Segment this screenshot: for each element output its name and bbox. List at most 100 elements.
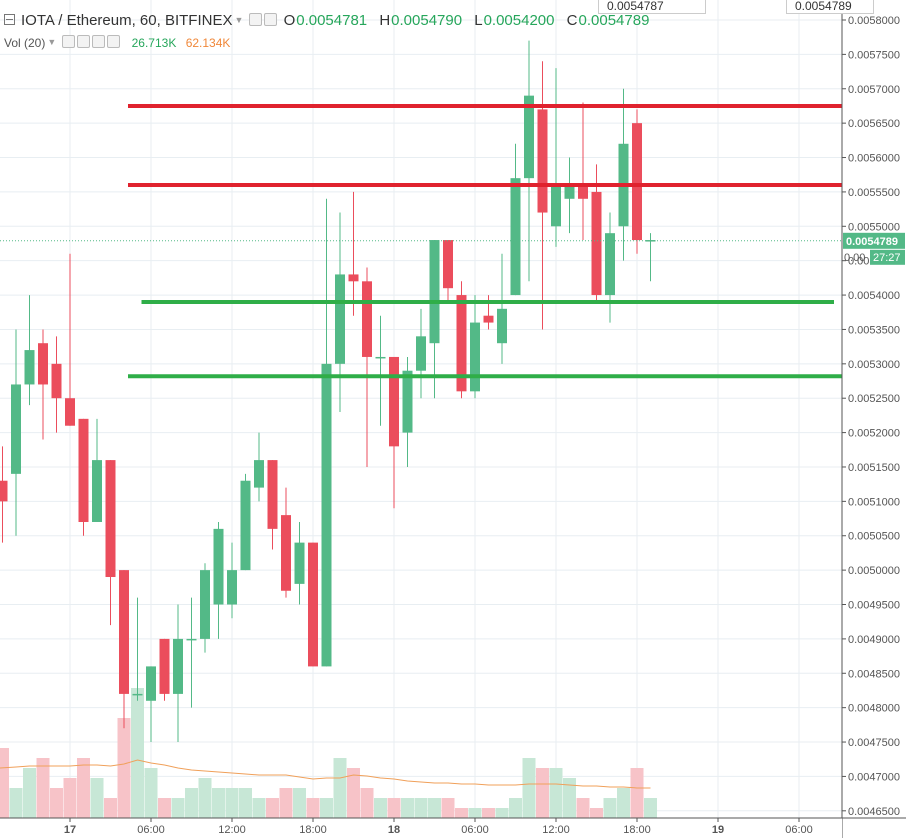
candle-up xyxy=(618,88,629,261)
candle-down xyxy=(456,281,467,399)
chevron-down-icon[interactable]: ▼ xyxy=(47,37,57,47)
candle-body xyxy=(294,542,305,584)
volume-bar xyxy=(509,798,522,818)
candle-body xyxy=(362,281,372,357)
candle-body xyxy=(537,109,548,213)
collapse-icon[interactable] xyxy=(4,14,15,25)
symbol-title[interactable]: IOTA / Ethereum, 60, BITFINEX xyxy=(21,12,233,29)
candle-up xyxy=(470,295,480,399)
volume-bar xyxy=(333,758,347,818)
candle-body xyxy=(65,398,75,426)
candle-body xyxy=(11,384,21,474)
candle-up xyxy=(335,212,345,412)
candle-body xyxy=(524,95,534,179)
price-tick-label: 0.0048000 xyxy=(848,703,900,715)
candle-body xyxy=(78,418,89,522)
volume-value: 26.713K xyxy=(131,36,177,50)
candle-up xyxy=(200,563,210,653)
price-tick-label: 0.0050000 xyxy=(848,565,900,577)
volume-bar xyxy=(347,768,360,818)
candle-up xyxy=(227,542,237,619)
candle-body xyxy=(389,356,399,447)
candle-down xyxy=(281,487,291,598)
price-tick-label: 0.0051500 xyxy=(848,462,900,474)
candle-body xyxy=(281,515,291,591)
price-axis[interactable]: 0.0058000 0.0057500 0.0057000 0.0056500 0.00… xyxy=(841,0,906,838)
candle-down xyxy=(389,356,399,509)
candle-up xyxy=(551,68,561,247)
volume-bar xyxy=(617,788,630,818)
candle-up xyxy=(321,198,332,667)
volume-bar xyxy=(104,798,117,818)
ohlc-close-label: C xyxy=(566,12,578,29)
candle-body xyxy=(267,460,278,529)
volume-legend: Vol (20) ▼ 26.713K 62.134K xyxy=(4,35,230,50)
price-tick-label: 0.0047000 xyxy=(848,771,900,783)
ohlc-low-label: L xyxy=(474,12,483,29)
volume-ma-value: 62.134K xyxy=(185,36,231,50)
candle-down xyxy=(308,542,318,667)
candle-body xyxy=(0,480,8,502)
candle-down xyxy=(119,570,129,729)
volume-bar xyxy=(77,758,90,818)
price-candles xyxy=(0,40,842,743)
candle-body xyxy=(321,363,332,667)
time-tick-label: 18 xyxy=(388,824,400,836)
candle-body xyxy=(375,356,386,359)
candle-down xyxy=(38,329,48,440)
plus-icon[interactable] xyxy=(92,35,106,48)
partial-price-label: 0.00 xyxy=(844,252,865,264)
time-axis-background xyxy=(0,818,842,838)
candle-body xyxy=(578,185,588,199)
candle-body xyxy=(92,460,102,522)
candle-up xyxy=(213,521,224,639)
top-ticker-1: 0.0054787 xyxy=(598,0,706,14)
top-ticker-1-value: 0.0054787 xyxy=(607,0,664,13)
price-tick-label: 0.0054000 xyxy=(848,290,900,302)
close-icon[interactable] xyxy=(107,35,121,48)
gear-icon[interactable] xyxy=(264,13,278,26)
volume-bar xyxy=(293,788,306,818)
candle-up xyxy=(416,308,426,399)
candle-up xyxy=(645,233,656,282)
ohlc-low-value: 0.0054200 xyxy=(483,12,555,29)
candle-up xyxy=(605,212,615,323)
support-resistance-lines[interactable] xyxy=(128,103,852,379)
volume-bar xyxy=(212,788,225,818)
volume-bar xyxy=(455,808,468,818)
time-tick-label: 12:00 xyxy=(218,824,246,836)
volume-moving-average xyxy=(0,759,651,789)
price-tick-label: 0.0058000 xyxy=(848,15,900,27)
candle-body xyxy=(551,185,561,227)
candle-body xyxy=(119,570,129,694)
candle-body xyxy=(497,308,507,344)
candle-down xyxy=(267,460,278,550)
volume-bar xyxy=(9,788,23,818)
volume-ma-line xyxy=(0,759,651,789)
volume-bar xyxy=(306,798,320,818)
time-tick-label: 18:00 xyxy=(299,824,327,836)
candle-down xyxy=(0,446,8,543)
candle-body xyxy=(456,295,467,392)
candle-up xyxy=(146,666,156,743)
candle-body xyxy=(240,480,251,571)
eye-icon[interactable] xyxy=(249,13,263,26)
chevron-down-icon[interactable]: ▼ xyxy=(234,15,244,25)
candle-up xyxy=(564,157,575,234)
volume-bar xyxy=(549,768,563,818)
candle-up xyxy=(24,295,35,406)
time-axis[interactable]: 17 06:00 12:00 18:00 18 06:00 12:00 18:00 19 06:0… xyxy=(0,817,906,838)
candle-down xyxy=(78,418,89,536)
volume-title[interactable]: Vol (20) xyxy=(4,36,46,50)
candle-up xyxy=(92,418,102,522)
volume-bar xyxy=(63,778,77,818)
eye-icon[interactable] xyxy=(62,35,76,48)
volume-bars xyxy=(0,688,657,818)
volume-bar xyxy=(50,788,63,818)
price-tick-label: 0.0049000 xyxy=(848,634,900,646)
volume-bar xyxy=(225,788,239,818)
volume-bar xyxy=(576,798,590,818)
gear-icon[interactable] xyxy=(77,35,91,48)
price-tick-label: 0.0047500 xyxy=(848,737,900,749)
